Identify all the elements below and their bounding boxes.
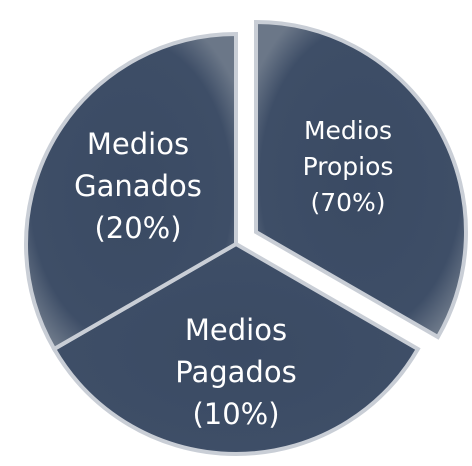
segment-label: Medios — [304, 116, 392, 145]
labels: Medios Propios (70%) Medios Pagados (10%) Medi… — [74, 116, 393, 431]
segment — [51, 241, 421, 456]
segment-label: (10%) — [192, 397, 279, 431]
segment-label: (70%) — [310, 188, 385, 217]
segment — [24, 31, 238, 352]
segment-label: Pagados — [175, 355, 296, 389]
segment-label: Propios — [303, 152, 394, 181]
segment-label: Medios — [185, 313, 287, 347]
segment — [254, 19, 468, 340]
segment-label: (20%) — [94, 211, 181, 245]
segments — [24, 19, 468, 456]
segment-label: Ganados — [74, 169, 202, 203]
segment-label: Medios — [87, 127, 189, 161]
